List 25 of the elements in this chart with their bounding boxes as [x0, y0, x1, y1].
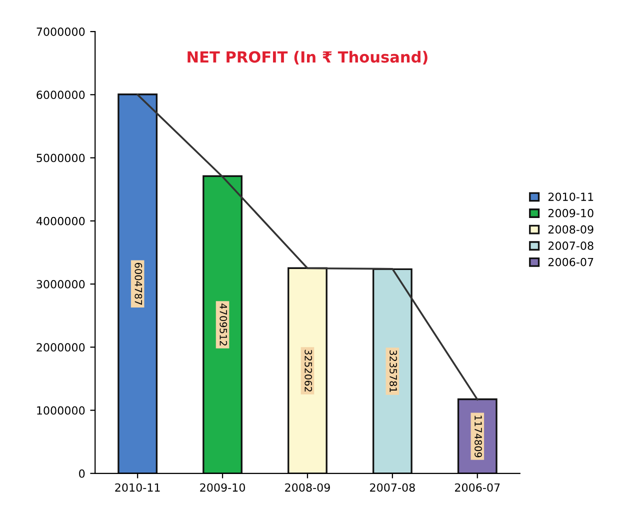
y-tick-label: 5000000: [36, 154, 85, 162]
x-tick-label: 2009-10: [200, 483, 246, 492]
text: NET PROFIT (In ₹ Thousand): [188, 50, 428, 65]
x-tick-label: 2006-07: [455, 483, 500, 492]
data-label: 3235781: [390, 350, 397, 392]
legend-label: 2006-07: [548, 258, 594, 266]
x-tick-label: 2007-08: [370, 483, 415, 492]
y-tick-label: 4000000: [36, 216, 85, 226]
legend-label: 2009-10: [548, 208, 594, 218]
line-series: [136, 94, 478, 400]
y-tick-label: 0: [79, 469, 85, 478]
x-tick-label: 2010-11: [115, 483, 160, 492]
y-tick-label: 6000000: [36, 90, 85, 100]
data-label: 6004787: [134, 262, 142, 305]
y-tick-label: 2000000: [36, 343, 85, 352]
y-tick-label: 1000000: [37, 406, 85, 415]
y-tick-label: 7000000: [36, 28, 85, 36]
legend-label: 2008-09: [548, 225, 594, 234]
y-tick-label: 3000000: [36, 280, 85, 288]
data-label: 1174809: [474, 416, 482, 458]
x-tick-label: 2008-09: [285, 483, 330, 492]
legend-label: 2010-11: [548, 192, 594, 201]
data-label: 3252062: [304, 350, 312, 392]
legend-label: 2007-08: [548, 242, 594, 250]
data-label: 4709512: [220, 304, 228, 346]
